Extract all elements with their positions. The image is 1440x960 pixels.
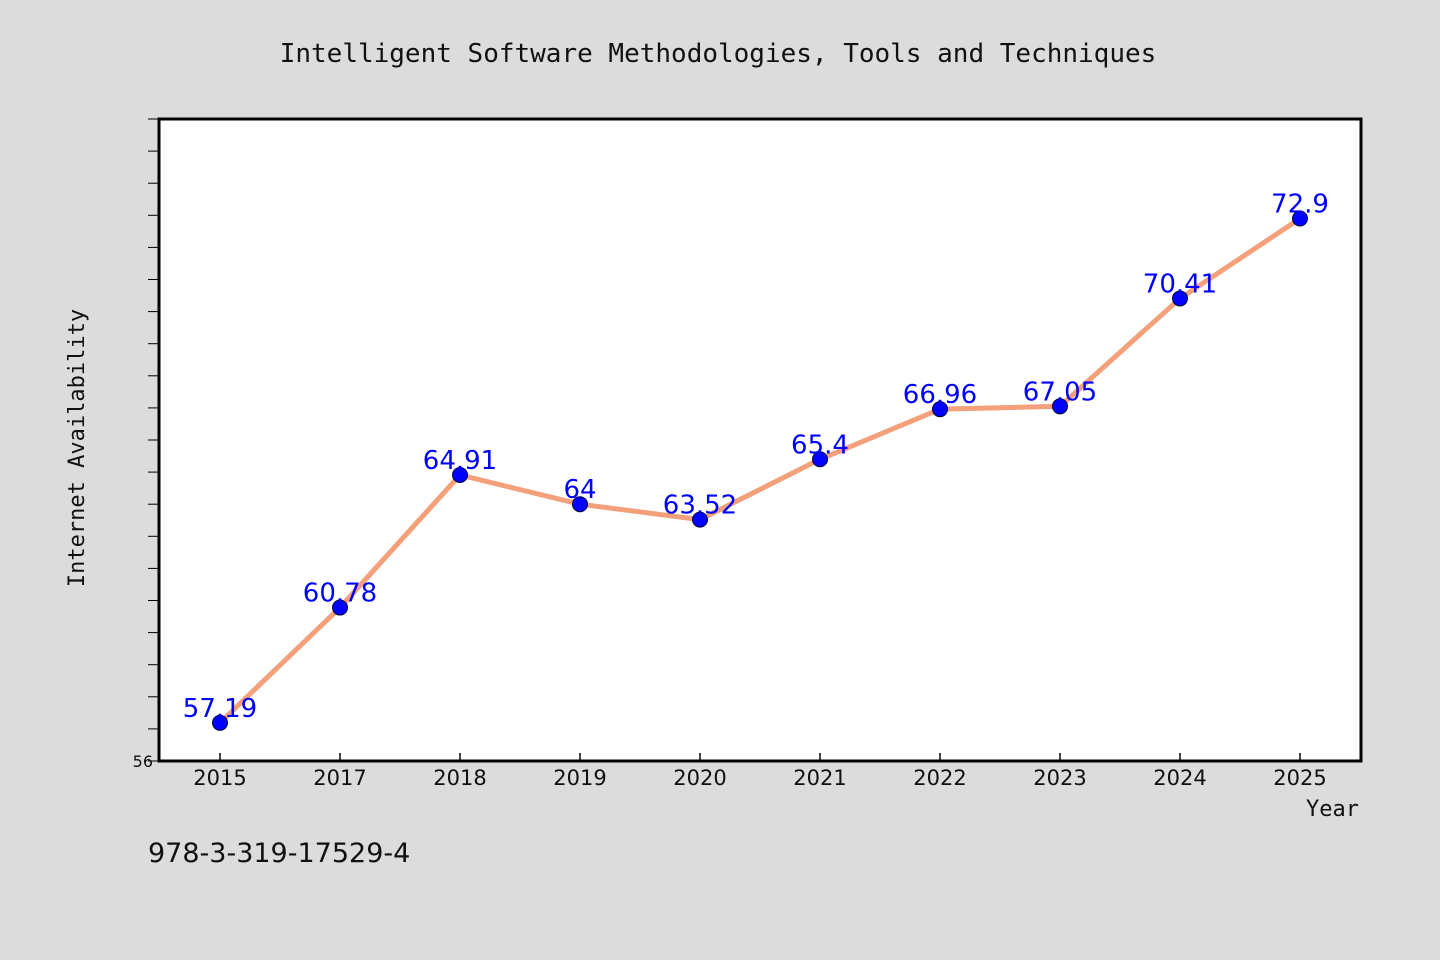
data-label: 64 (563, 475, 596, 505)
data-label: 72.9 (1271, 190, 1329, 220)
data-point (812, 451, 828, 468)
data-point (1292, 210, 1308, 227)
data-point (212, 714, 228, 731)
data-labels: 57.19 60.78 64.91 64 63.52 65.4 66.96 67.05 70.4… (183, 190, 1329, 724)
data-markers (212, 210, 1308, 731)
x-tick-label: 2017 (313, 766, 366, 790)
plot-area (157, 117, 1363, 763)
y-tick-label-min: 56 (133, 752, 153, 771)
y-axis-label: Internet Availability (65, 309, 90, 587)
data-label: 65.4 (791, 430, 849, 460)
x-tick-label: 2023 (1033, 766, 1086, 790)
series-line (218, 216, 1302, 725)
x-tick-label: 2022 (913, 766, 966, 790)
data-label: 67.05 (1023, 377, 1097, 407)
data-point (332, 599, 348, 616)
data-point (1052, 398, 1068, 415)
x-axis-label: Year (1306, 797, 1359, 822)
x-tick-label: 2024 (1153, 766, 1206, 790)
x-tick-label: 2019 (553, 766, 606, 790)
isbn-footer: 978-3-319-17529-4 (148, 838, 410, 869)
data-label: 57.19 (183, 694, 257, 724)
data-point (452, 466, 468, 483)
data-label: 70.41 (1143, 269, 1217, 299)
x-tick-label: 2020 (673, 766, 726, 790)
x-tick-label: 2015 (193, 766, 246, 790)
data-label: 63.52 (663, 491, 737, 521)
x-tick-label: 2021 (793, 766, 846, 790)
data-label: 66.96 (903, 380, 977, 410)
data-label: 64.91 (423, 446, 497, 476)
x-tick-label: 2018 (433, 766, 486, 790)
chart-title: Intelligent Software Methodologies, Tool… (280, 39, 1157, 69)
data-point (932, 401, 948, 418)
data-point (572, 496, 588, 513)
y-axis-ticks (148, 118, 159, 762)
data-label: 60.78 (303, 579, 377, 609)
data-point (692, 511, 708, 528)
x-axis-ticks: 2015 2017 2018 2019 2020 2021 2022 2023 2024 2025 (193, 753, 1327, 790)
x-tick-label: 2025 (1273, 766, 1326, 790)
data-point (1172, 290, 1188, 307)
